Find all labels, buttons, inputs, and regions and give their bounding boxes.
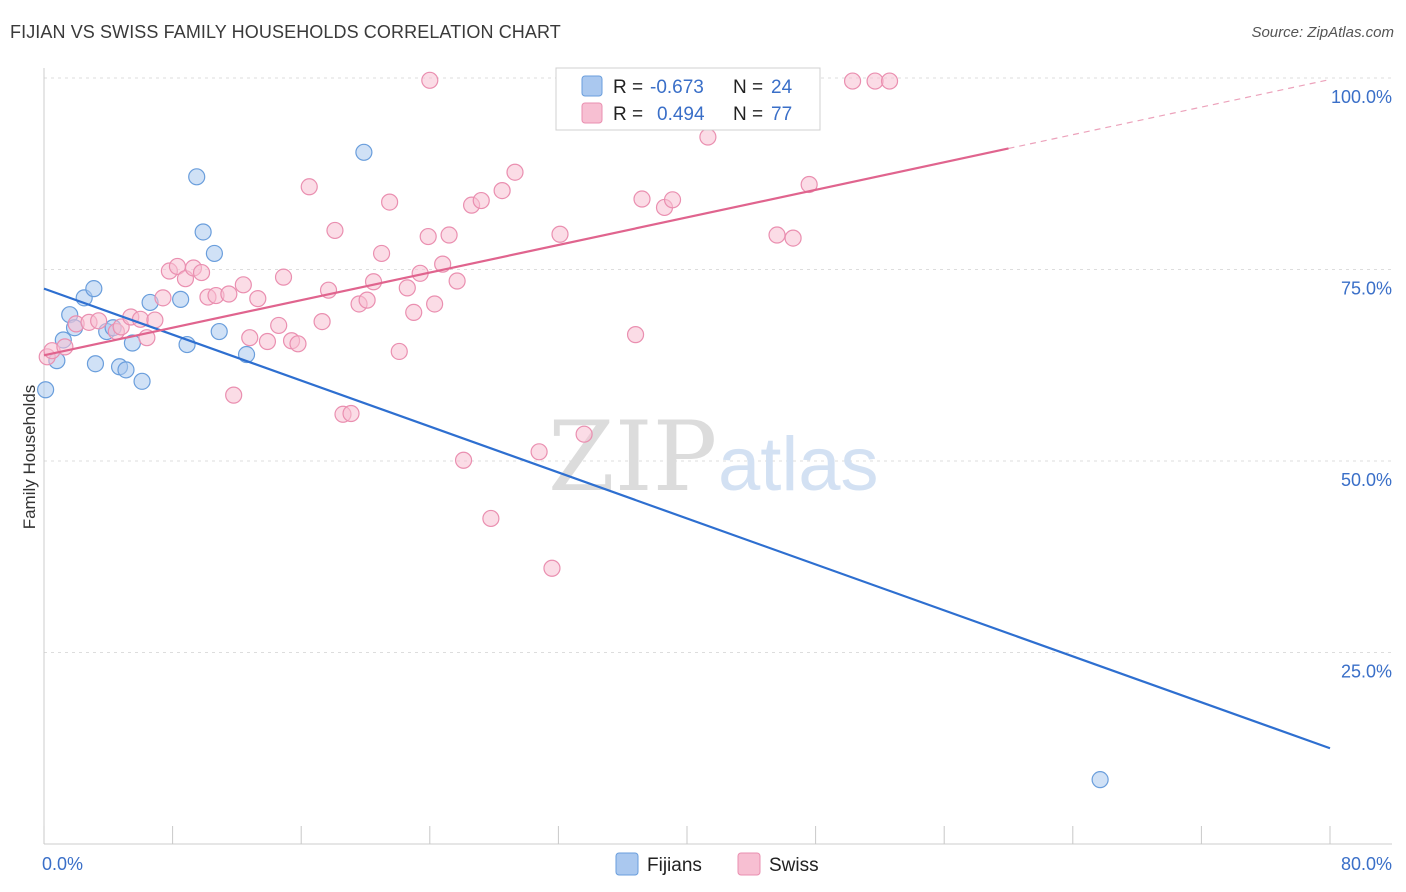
x-tick-max: 80.0% <box>1341 854 1392 874</box>
axes <box>43 68 1392 845</box>
fijians-point <box>117 361 135 379</box>
swiss-point <box>866 72 884 90</box>
swiss-point <box>405 303 423 321</box>
source-label: Source: ZipAtlas.com <box>1251 24 1394 41</box>
swiss-point <box>482 509 500 528</box>
watermark-zip: ZIP <box>548 401 717 513</box>
swiss-point <box>454 451 473 469</box>
swiss-point <box>90 312 108 330</box>
swiss-point <box>421 71 439 89</box>
fijians-trend-line <box>43 287 1331 750</box>
y-axis-label: Family Households <box>20 385 39 530</box>
y-tick-100: 100.0% <box>1331 87 1392 107</box>
y-tick-25: 25.0% <box>1341 662 1392 682</box>
fijians-point <box>86 355 105 373</box>
bottom-legend-swiss: Swiss <box>769 855 819 876</box>
swiss-point <box>843 72 862 90</box>
swiss-point <box>326 221 344 240</box>
swiss-point <box>258 332 277 351</box>
legend-n-label-fijians: N = <box>733 77 763 98</box>
legend-r-fijians: -0.673 <box>650 77 704 98</box>
swiss-point <box>249 290 267 308</box>
bottom-legend-swatch-swiss <box>737 852 761 876</box>
swiss-point <box>390 342 408 361</box>
fijians-point <box>172 290 190 308</box>
swiss-point <box>626 326 645 344</box>
legend-r-swiss: 0.494 <box>657 104 705 125</box>
swiss-point <box>800 175 818 194</box>
gridlines <box>44 77 1392 653</box>
legend-n-fijians: 24 <box>771 77 793 98</box>
swiss-point <box>225 386 243 404</box>
swiss-point <box>234 276 252 294</box>
fijians-point <box>194 223 212 241</box>
swiss-point <box>300 178 318 196</box>
swiss-point <box>342 404 360 423</box>
swiss-point <box>784 229 802 247</box>
bottom-legend-swatch-fijians <box>615 852 639 876</box>
legend-r-label-fijians: R = <box>613 77 643 98</box>
fijians-point <box>210 322 228 341</box>
legend-n-label-swiss: N = <box>733 104 763 125</box>
swiss-trend-line <box>43 147 1009 357</box>
swiss-point <box>381 193 399 211</box>
legend-r-label-swiss: R = <box>613 104 643 125</box>
swiss-point <box>472 191 490 210</box>
swiss-point <box>364 273 383 291</box>
swiss-point <box>493 182 511 200</box>
swiss-point <box>241 329 259 347</box>
correlation-legend: R = -0.673 N = 24 R = 0.494 N = 77 <box>555 67 821 131</box>
fijians-point <box>355 143 373 161</box>
swiss-point <box>313 312 331 331</box>
fijians-point <box>85 280 103 298</box>
swiss-trend-extension <box>1008 78 1331 150</box>
trend-lines <box>43 78 1331 750</box>
swiss-point <box>768 226 786 244</box>
swiss-point <box>506 163 524 181</box>
y-tick-75: 75.0% <box>1341 279 1392 299</box>
swiss-point <box>270 316 288 335</box>
fijians-point <box>133 372 151 390</box>
swiss-point <box>699 128 717 146</box>
fijians-point <box>205 244 223 263</box>
y-tick-labels: 25.0% 50.0% 75.0% 100.0% <box>1331 87 1392 682</box>
swiss-point <box>880 72 899 90</box>
watermark-atlas: atlas <box>718 422 879 507</box>
swiss-point <box>575 425 593 443</box>
legend-n-swiss: 77 <box>771 104 792 125</box>
swiss-point <box>440 226 458 244</box>
swiss-point <box>398 279 416 297</box>
swiss-point <box>372 244 391 263</box>
y-tick-50: 50.0% <box>1341 470 1392 490</box>
swiss-point <box>633 190 651 208</box>
chart-title: FIJIAN VS SWISS FAMILY HOUSEHOLDS CORREL… <box>10 22 561 42</box>
swiss-point <box>551 225 569 243</box>
fijians-point <box>188 168 206 186</box>
swiss-point <box>663 191 682 209</box>
swiss-point <box>543 559 561 577</box>
legend-swatch-fijians <box>581 75 603 97</box>
x-tick-min: 0.0% <box>42 854 83 874</box>
fijians-point <box>37 381 55 399</box>
swiss-point <box>358 291 376 309</box>
swiss-point <box>274 268 293 286</box>
swiss-point <box>426 295 444 313</box>
swiss-point <box>192 263 211 282</box>
swiss-point <box>154 289 172 307</box>
legend-swatch-swiss <box>581 102 603 124</box>
swiss-points <box>38 71 899 577</box>
swiss-point <box>419 227 437 246</box>
swiss-point <box>530 443 548 461</box>
swiss-point <box>289 335 307 353</box>
swiss-point <box>220 285 238 303</box>
series-legend: Fijians Swiss <box>615 852 819 876</box>
swiss-point <box>448 272 466 290</box>
fijians-point <box>1091 771 1109 789</box>
bottom-legend-fijians: Fijians <box>647 855 702 876</box>
